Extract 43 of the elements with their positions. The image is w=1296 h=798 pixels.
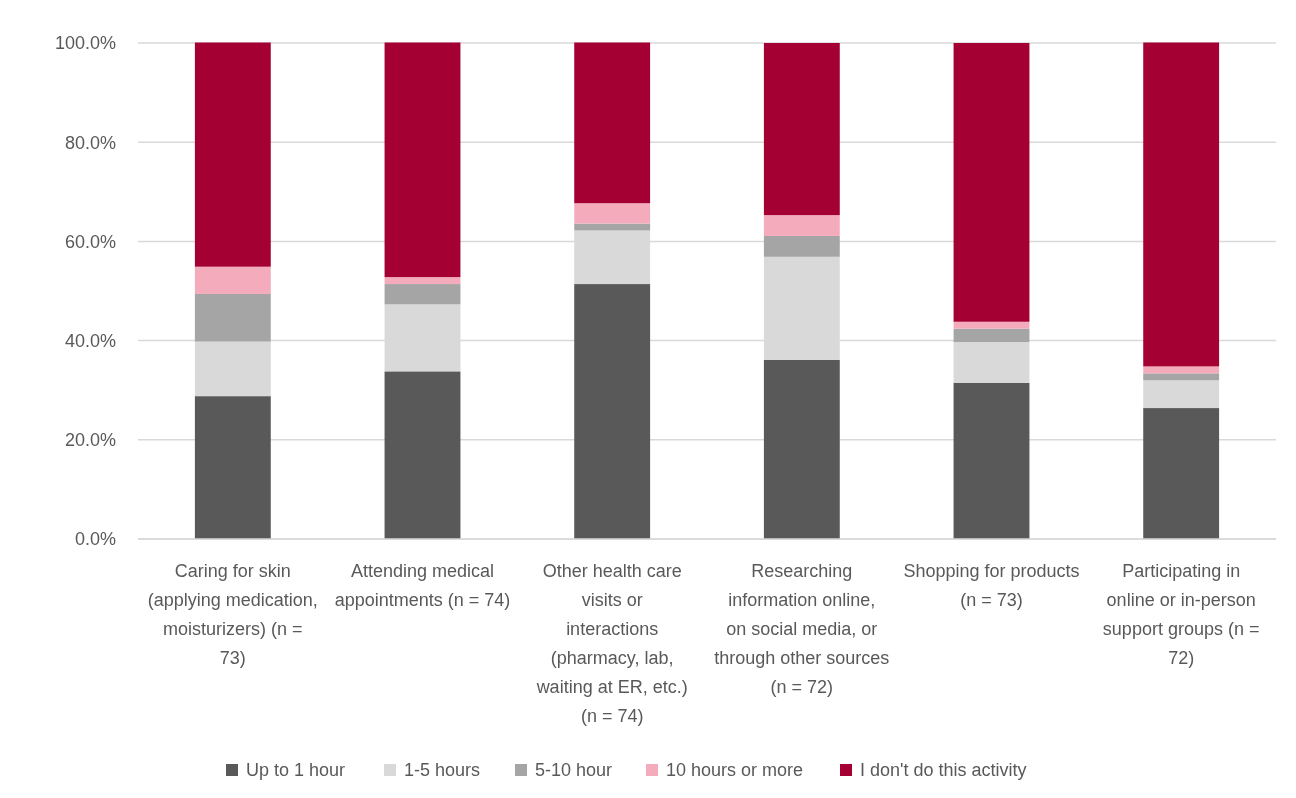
- bar: [1143, 366, 1220, 374]
- legend-label: 10 hours or more: [666, 760, 804, 781]
- y-tick-label: 100.0%: [54, 33, 116, 54]
- bar: [953, 342, 1030, 383]
- bar: [574, 42, 651, 204]
- bar: [1143, 373, 1220, 381]
- bar: [194, 293, 271, 342]
- x-tick-label: Caring for skin (applying medication, moisturizers) (n = 73): [147, 561, 318, 668]
- y-tick-label: 20.0%: [64, 430, 116, 451]
- bar: [1143, 380, 1220, 409]
- legend-label: 5-10 hour: [535, 760, 613, 781]
- bar: [384, 42, 461, 278]
- bar: [574, 284, 651, 539]
- legend-label: I don't do this activity: [860, 760, 1027, 781]
- y-tick-label: 80.0%: [64, 132, 116, 153]
- bar: [953, 43, 1030, 322]
- bar: [194, 341, 271, 397]
- bar: [384, 277, 461, 285]
- bar: [953, 321, 1030, 329]
- x-tick-label: Attending medical appointments (n = 74): [334, 561, 511, 610]
- bar: [763, 215, 840, 236]
- x-tick-label: Shopping for products (n = 73): [903, 561, 1080, 610]
- bar: [953, 328, 1030, 343]
- bar: [194, 396, 271, 539]
- bar: [763, 359, 840, 539]
- legend-label: Up to 1 hour: [246, 760, 346, 781]
- bar: [763, 235, 840, 257]
- bar: [763, 43, 840, 216]
- bar: [1143, 42, 1220, 367]
- bar: [384, 284, 461, 305]
- y-tick-label: 40.0%: [64, 330, 116, 351]
- bar: [194, 42, 271, 267]
- x-tick-label: Participating in online or in-person support groups (n = 72): [1102, 561, 1260, 668]
- bar: [953, 382, 1030, 539]
- bar: [1143, 408, 1220, 539]
- bar: [194, 266, 271, 294]
- x-tick-label: Researching information online, on social media, or through other sources (n = 72): [714, 561, 890, 697]
- bar: [574, 203, 651, 224]
- y-tick-label: 60.0%: [64, 231, 116, 252]
- y-tick-label: 0.0%: [74, 529, 116, 550]
- bar: [384, 371, 461, 539]
- legend-label: 1-5 hours: [404, 760, 481, 781]
- x-tick-label: Other health care visits or interactions (pharmacy, lab, waiting at ER, etc.) (n = 74): [535, 561, 688, 726]
